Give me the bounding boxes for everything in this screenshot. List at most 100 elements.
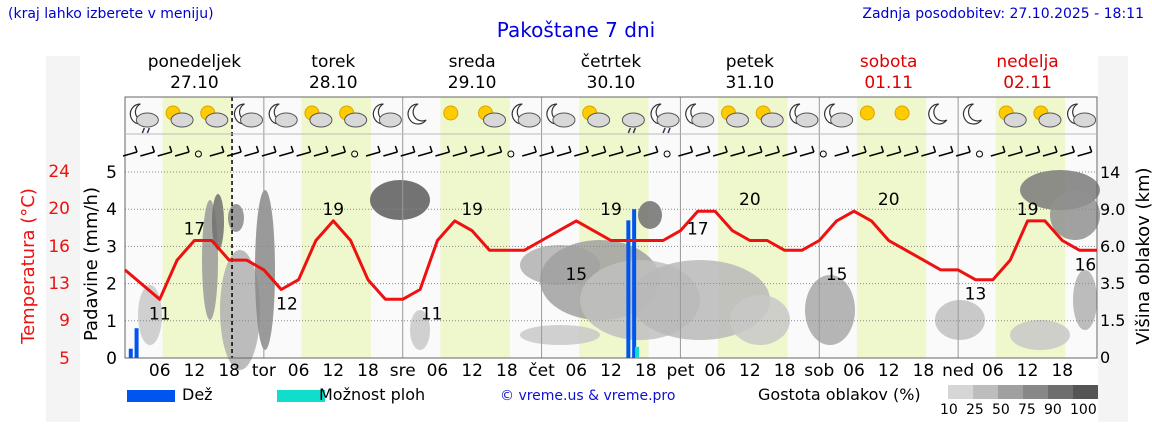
temperature-tick: 13: [48, 273, 70, 294]
barb-shaft: [834, 151, 849, 157]
barb-flag: [602, 145, 607, 153]
precip-tick: 4: [106, 200, 117, 220]
barb-shaft: [140, 151, 155, 157]
cloud-shape: [691, 112, 715, 128]
precip-tick: 0: [106, 349, 117, 369]
barb-shaft: [452, 151, 467, 157]
barb-shaft: [1025, 151, 1040, 157]
barb-shaft: [799, 151, 815, 157]
x-tick-label: 12: [184, 361, 206, 381]
barb-flag: [394, 145, 399, 153]
barb-flag: [238, 145, 242, 153]
barb-shaft: [417, 151, 433, 157]
x-tick-label: 18: [357, 361, 379, 381]
cloud-density-blob: [370, 180, 430, 220]
cloud-height-tick: 1.5: [1100, 311, 1125, 330]
wind-barb-icon: [886, 145, 902, 157]
sun-cloud-icon: [339, 105, 368, 128]
wind-barb-icon: [469, 145, 485, 157]
wind-barb-icon: [678, 145, 694, 157]
wind-barb-icon: [765, 145, 780, 157]
wind-barb-icon: [331, 145, 346, 157]
barb-shaft: [174, 151, 190, 157]
sun-cloud-icon: [478, 105, 506, 128]
moon-cloud-rain-icon: [129, 103, 159, 134]
barb-flag: [307, 145, 312, 153]
density-swatch: [1023, 385, 1048, 399]
cloud-density-legend-title: Gostota oblakov (%): [758, 385, 921, 404]
barb-flag: [793, 145, 798, 153]
barb-shaft: [209, 151, 224, 157]
calm-circle: [976, 150, 983, 158]
barb-flag: [863, 145, 867, 153]
rain-drop: [662, 127, 666, 134]
wind-barb-icon: [1060, 145, 1075, 157]
cloud-density-blob: [805, 275, 855, 345]
wind-barb-icon: [955, 145, 971, 157]
rain-bar: [626, 220, 631, 358]
cloud-shape: [483, 112, 506, 128]
x-tick-label: 18: [635, 361, 657, 381]
sun-icon: [859, 105, 875, 121]
moon-cloud-icon: [789, 103, 819, 128]
barb-flag: [342, 145, 346, 153]
precip-tick: 2: [106, 275, 117, 295]
barb-shaft: [365, 151, 381, 157]
wind-barb-icon: [226, 145, 242, 157]
density-level-label: 10: [940, 402, 958, 418]
wind-barb-icon: [1042, 145, 1058, 157]
cloud-shape: [760, 112, 784, 128]
storm-legend-label: Možnost ploh: [319, 385, 426, 404]
barb-shaft: [1060, 151, 1075, 157]
x-tick-label: 12: [739, 361, 761, 381]
barb-shaft: [955, 151, 971, 157]
wind-barb-icon: [819, 150, 827, 158]
temperature-tick: 5: [59, 348, 70, 369]
barb-flag: [1071, 145, 1075, 153]
precip-tick: 1: [106, 312, 117, 332]
rain-drop: [667, 127, 671, 134]
wind-barb-icon: [1077, 145, 1093, 157]
temperature-label: 19: [1017, 200, 1039, 220]
x-tick-label: pet: [666, 361, 694, 381]
barb-flag: [255, 145, 260, 153]
barb-flag: [290, 145, 294, 153]
sun-cloud-icon: [304, 105, 333, 128]
temperature-label: 20: [878, 190, 900, 210]
temperature-label: 15: [565, 265, 587, 285]
barb-shaft: [400, 151, 415, 157]
barb-flag: [429, 145, 433, 153]
cloud-shape: [378, 112, 402, 128]
credit-link[interactable]: © vreme.us & vreme.pro: [500, 388, 676, 404]
wind-barb-icon: [383, 145, 399, 157]
sun-shape: [894, 105, 910, 121]
x-tick-label: čet: [528, 361, 555, 381]
cloud-shape: [517, 112, 541, 128]
barb-shaft: [279, 151, 294, 157]
barb-shaft: [296, 151, 311, 157]
wind-barb-icon: [313, 145, 329, 157]
barb-flag: [880, 145, 885, 153]
day-name: četrtek: [580, 52, 642, 72]
x-tick-label: 06: [843, 361, 865, 381]
calm-circle: [507, 150, 515, 158]
calm-circle: [819, 150, 827, 158]
barb-flag: [845, 145, 850, 153]
barb-flag: [464, 145, 468, 153]
density-swatch: [948, 385, 973, 399]
barb-shaft: [851, 151, 867, 157]
x-tick-label: 06: [149, 361, 171, 381]
cloud-shape: [309, 112, 333, 128]
rain-bar: [632, 209, 637, 358]
temperature-label: 15: [826, 265, 848, 285]
barb-shaft: [903, 151, 919, 157]
wind-barb-icon: [938, 145, 954, 157]
barb-shaft: [435, 151, 450, 157]
cloud-density-blob: [935, 300, 985, 340]
barb-flag: [811, 145, 815, 153]
barb-shaft: [122, 151, 138, 157]
barb-flag: [221, 145, 225, 153]
x-tick-label: 18: [774, 361, 796, 381]
barb-flag: [412, 145, 416, 153]
